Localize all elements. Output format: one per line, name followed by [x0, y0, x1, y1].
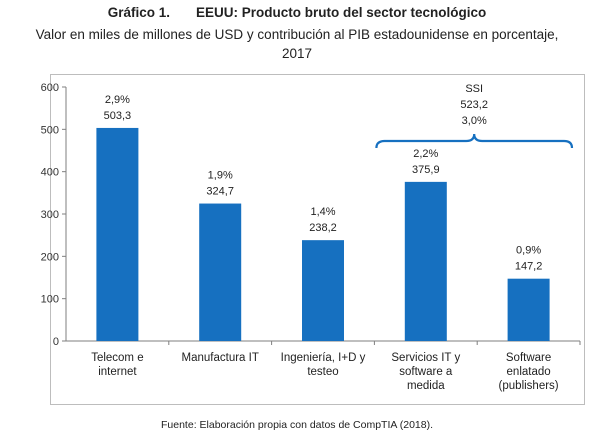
pct-label: 2,9%: [105, 94, 130, 106]
x-tick-label: Servicios IT y: [391, 352, 460, 364]
value-label: 147,2: [515, 261, 543, 273]
x-tick-label: Manufactura IT: [182, 352, 259, 364]
y-tick-label: 100: [41, 294, 59, 306]
y-tick-label: 600: [41, 82, 59, 94]
value-label: 503,3: [104, 110, 132, 122]
title-text: EEUU: Producto bruto del sector tecnológ…: [196, 5, 487, 20]
pct-label: 0,9%: [516, 245, 541, 257]
figure-number: Gráfico 1.: [107, 5, 170, 20]
value-label: 238,2: [309, 222, 337, 234]
y-tick-label: 300: [41, 209, 59, 221]
bar: [507, 278, 550, 341]
x-tick-label: medida: [407, 380, 445, 392]
bar: [96, 127, 139, 341]
value-label: 324,7: [206, 186, 234, 198]
pct-label: 1,9%: [208, 170, 233, 182]
y-tick-label: 0: [53, 336, 59, 348]
bar: [302, 240, 344, 341]
bar: [404, 181, 447, 341]
x-tick-label: enlatado: [507, 366, 551, 378]
x-tick-label: Telecom e: [91, 352, 143, 364]
y-tick-label: 500: [41, 124, 59, 136]
y-tick-label: 400: [41, 167, 59, 179]
x-tick-label: Ingeniería, I+D y: [281, 352, 366, 364]
annotation-pct: 3,0%: [462, 115, 487, 127]
chart-title: Gráfico 1. EEUU: Producto bruto del secto…: [0, 5, 594, 20]
bar: [199, 203, 242, 341]
source-note: Fuente: Elaboración propia con datos de …: [161, 419, 433, 431]
value-label: 375,9: [412, 164, 440, 176]
annotation-value: 523,2: [460, 99, 488, 111]
bar-chart: 0 100 200 300 400 500 600 2,9% 503,3 Telecom e int…: [41, 82, 581, 392]
ssi-bracket: [375, 133, 574, 149]
x-tick-label: testeo: [307, 366, 338, 378]
x-tick-label: software a: [399, 366, 453, 378]
annotation-label: SSI: [465, 83, 483, 95]
pct-label: 2,2%: [413, 148, 438, 160]
x-tick-label: internet: [98, 366, 137, 378]
pct-label: 1,4%: [310, 206, 335, 218]
chart-subtitle: Valor en miles de millones de USD y cont…: [35, 27, 559, 61]
chart-frame: [50, 74, 585, 405]
x-tick-label: (publishers): [499, 380, 559, 392]
x-tick-label: Software: [506, 352, 551, 364]
y-tick-label: 200: [41, 251, 59, 263]
